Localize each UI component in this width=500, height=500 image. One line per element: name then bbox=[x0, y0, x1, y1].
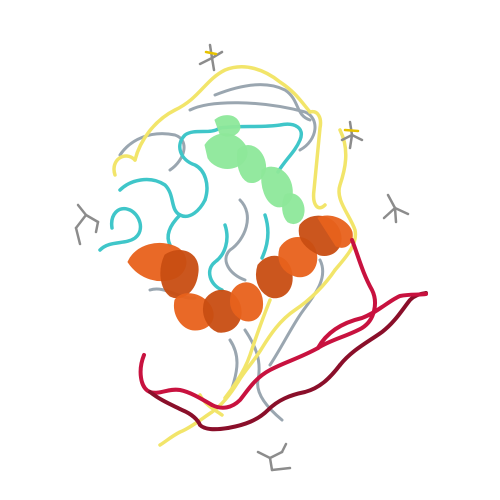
orange-helix-segment-5 bbox=[229, 282, 264, 322]
orange-helix-segment-2 bbox=[160, 250, 199, 299]
cyan-coil-2 bbox=[178, 126, 222, 202]
red-coil-7 bbox=[316, 292, 428, 350]
cyan-coil-5 bbox=[207, 223, 229, 292]
red-coil-4 bbox=[148, 390, 230, 432]
yellow-coil-7 bbox=[223, 298, 272, 400]
cyan-coil-3 bbox=[218, 122, 303, 174]
yellow-coil-5 bbox=[236, 268, 337, 384]
red-coil-6 bbox=[338, 291, 428, 367]
red-coil-group bbox=[138, 238, 428, 432]
green-helix-5 bbox=[214, 115, 241, 137]
gray-coil-2 bbox=[188, 101, 317, 152]
yellow-coil-group bbox=[112, 65, 358, 447]
gray-coil-1 bbox=[213, 83, 312, 122]
ligand-bottom bbox=[256, 442, 292, 472]
cyan-coil-4 bbox=[98, 207, 143, 252]
orange-helix-segment-9 bbox=[317, 215, 353, 248]
gray-coil-6 bbox=[268, 258, 325, 367]
cyan-coil-group bbox=[98, 122, 303, 292]
yellow-coil-3 bbox=[112, 154, 137, 177]
yellow-coil-2 bbox=[308, 109, 327, 210]
red-coil-3 bbox=[138, 353, 214, 407]
orange-helix-group bbox=[127, 215, 353, 333]
cyan-coil-1 bbox=[118, 177, 207, 218]
cyan-coil-6 bbox=[260, 213, 270, 260]
red-coil-5 bbox=[226, 363, 342, 430]
yellow-coil-1 bbox=[133, 65, 312, 162]
gray-coil-4 bbox=[224, 198, 249, 282]
ligand-top bbox=[198, 43, 224, 72]
ligand-left bbox=[74, 203, 100, 246]
ligand-right bbox=[382, 193, 410, 224]
ligand-upper-right bbox=[340, 120, 364, 150]
cyan-coil-7 bbox=[166, 213, 182, 247]
green-helix-4 bbox=[282, 193, 305, 225]
red-coil-2 bbox=[210, 346, 320, 410]
green-helix-group bbox=[204, 115, 305, 225]
yellow-coil-4 bbox=[333, 128, 358, 272]
gray-coil-3 bbox=[118, 132, 186, 172]
